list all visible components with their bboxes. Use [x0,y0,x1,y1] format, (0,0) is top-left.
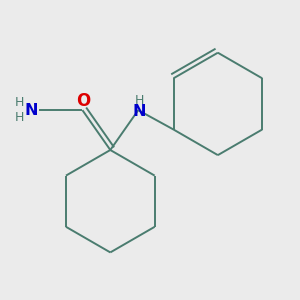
Text: H: H [15,111,24,124]
Text: N: N [133,104,146,119]
Text: H: H [135,94,144,107]
Text: H: H [15,96,24,109]
Text: O: O [76,92,91,110]
Text: N: N [25,103,38,118]
